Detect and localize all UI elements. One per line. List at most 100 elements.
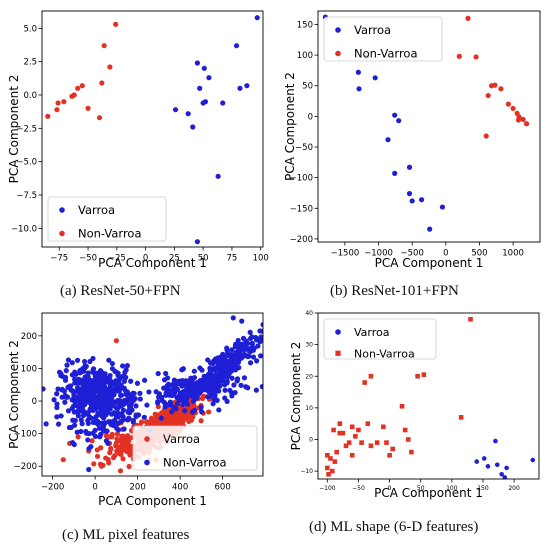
data-point	[196, 382, 202, 388]
data-point	[108, 401, 115, 408]
data-point	[343, 443, 349, 449]
data-point	[211, 366, 217, 372]
data-point	[137, 396, 143, 402]
data-point	[237, 85, 243, 91]
data-point	[209, 379, 215, 385]
data-point	[222, 395, 228, 401]
data-point	[199, 409, 205, 415]
data-point	[92, 373, 98, 379]
data-point	[332, 459, 338, 464]
y-tick-label: 20	[305, 373, 313, 380]
y-tick-label: 0	[32, 397, 37, 407]
y-tick-label: −10	[300, 468, 313, 475]
data-point	[191, 368, 197, 374]
data-point	[118, 392, 125, 398]
data-point	[406, 164, 413, 170]
legend-marker	[59, 230, 65, 237]
data-point	[72, 399, 78, 405]
legend-box	[47, 196, 167, 242]
y-tick-label: −150	[290, 204, 313, 214]
data-point	[123, 374, 129, 381]
data-point	[485, 92, 491, 99]
y-tick-label: 0	[309, 437, 313, 444]
data-point	[100, 387, 106, 393]
legend-label: Non-Varroa	[354, 347, 415, 360]
data-point	[247, 329, 253, 335]
data-point	[83, 363, 89, 369]
data-point	[200, 100, 206, 106]
data-point	[115, 379, 121, 386]
data-point	[255, 343, 261, 349]
legend-marker	[335, 329, 341, 335]
data-point	[106, 389, 112, 395]
data-point	[257, 353, 263, 359]
y-tick-label: 10	[305, 405, 313, 412]
data-point	[165, 402, 171, 408]
x-tick-label: −200	[41, 483, 64, 493]
data-point	[439, 204, 446, 210]
data-point	[80, 412, 87, 418]
data-point	[81, 358, 88, 365]
data-point	[87, 406, 94, 412]
data-point	[216, 407, 222, 413]
data-point	[198, 418, 204, 424]
plot-frame	[317, 10, 541, 243]
data-point	[238, 382, 244, 388]
data-point	[219, 365, 225, 371]
y-tick-label: 5.0	[23, 24, 37, 34]
data-point	[365, 421, 371, 426]
data-point	[353, 434, 358, 439]
data-point	[155, 400, 161, 406]
data-point	[175, 394, 182, 400]
data-point	[88, 444, 94, 450]
y-tick-label: −200	[14, 462, 37, 472]
data-point	[242, 352, 248, 358]
data-point	[504, 465, 509, 471]
data-point	[211, 386, 217, 392]
data-point	[133, 413, 139, 420]
data-point	[106, 357, 112, 363]
data-points	[45, 15, 260, 245]
data-point	[130, 395, 136, 401]
data-point	[213, 372, 219, 378]
x-tick-label: −75	[50, 254, 68, 264]
data-point	[207, 360, 214, 366]
data-point	[235, 337, 241, 344]
data-point	[227, 387, 233, 394]
data-point	[124, 362, 131, 369]
data-point	[254, 15, 260, 21]
data-point	[130, 417, 136, 424]
y-tick-label: −5.0	[16, 158, 37, 168]
data-point	[217, 370, 223, 377]
data-point	[85, 437, 91, 443]
data-point	[372, 75, 378, 81]
data-point	[92, 389, 98, 395]
data-point	[272, 333, 277, 338]
data-point	[337, 421, 343, 426]
data-point	[92, 427, 98, 433]
y-axis-label: PCA Component 2	[289, 342, 303, 451]
data-point	[92, 433, 99, 439]
x-tick-label: 1000	[502, 249, 524, 259]
data-point	[123, 400, 129, 406]
data-point	[55, 386, 61, 392]
data-point	[241, 341, 247, 347]
caption-panel-d: (d) ML shape (6-D features)	[309, 519, 479, 535]
data-point	[172, 382, 178, 388]
y-tick-label: 0.0	[23, 91, 37, 101]
x-tick-label: 75	[227, 254, 238, 264]
x-tick-label: −1000	[364, 249, 393, 259]
data-point	[212, 396, 219, 402]
x-tick-label: 100	[253, 254, 269, 264]
data-point	[98, 381, 104, 387]
data-point	[220, 100, 226, 106]
data-point	[234, 378, 240, 384]
data-point	[106, 419, 112, 425]
data-point	[337, 430, 343, 436]
caption-panel-c: (c) ML pixel features	[62, 527, 190, 543]
data-point	[224, 345, 230, 351]
data-point	[233, 43, 240, 49]
data-point	[201, 376, 207, 382]
data-point	[181, 388, 187, 395]
